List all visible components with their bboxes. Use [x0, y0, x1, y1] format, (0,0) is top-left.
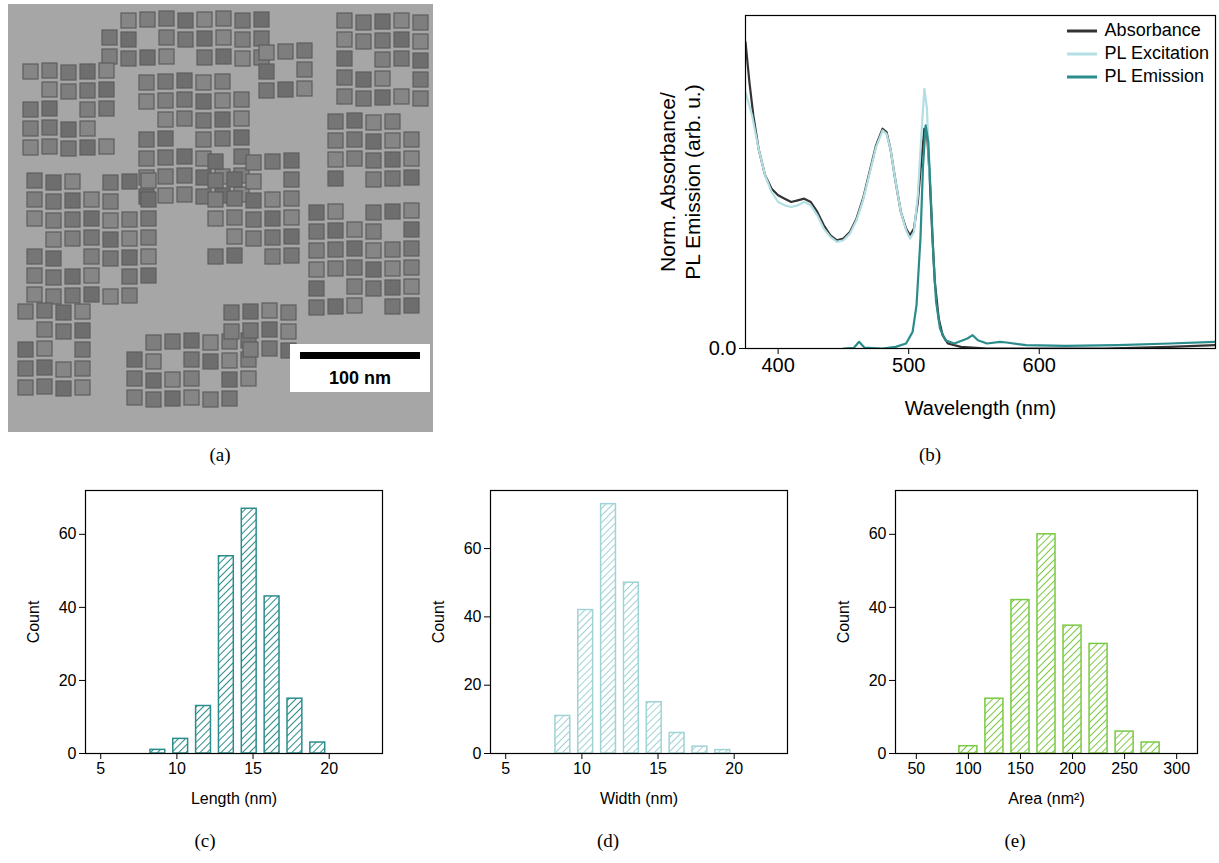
- svg-text:40: 40: [464, 608, 482, 625]
- svg-text:20: 20: [59, 672, 77, 689]
- svg-text:Count: Count: [25, 600, 42, 643]
- svg-text:100 nm: 100 nm: [329, 368, 391, 388]
- svg-text:0: 0: [473, 745, 482, 762]
- html-text:(e): (e): [1004, 830, 1026, 851]
- html-text:PL Excitation: PL Excitation: [1104, 43, 1209, 63]
- svg-text:400: 400: [761, 354, 794, 376]
- svg-text:500: 500: [892, 354, 925, 376]
- html-text:PL Emission (arb. u.): PL Emission (arb. u.): [681, 83, 704, 280]
- svg-text:0: 0: [878, 745, 887, 762]
- svg-text:0.0: 0.0: [709, 337, 737, 359]
- svg-text:Width (nm): Width (nm): [600, 790, 678, 807]
- svg-text:Count: Count: [835, 600, 852, 643]
- svg-text:20: 20: [725, 760, 743, 777]
- svg-text:Length (nm): Length (nm): [191, 790, 277, 807]
- svg-text:20: 20: [320, 760, 338, 777]
- svg-text:15: 15: [649, 760, 667, 777]
- svg-text:20: 20: [464, 676, 482, 693]
- svg-text:200: 200: [1059, 760, 1086, 777]
- html-text:(d): (d): [596, 830, 620, 851]
- svg-text:100: 100: [955, 760, 982, 777]
- svg-text:Count: Count: [430, 600, 447, 643]
- html-text:(b): (b): [918, 444, 942, 465]
- html-text:(a): (a): [209, 444, 231, 465]
- svg-text:60: 60: [59, 525, 77, 542]
- svg-text:600: 600: [1023, 354, 1056, 376]
- svg-text:Wavelength (nm): Wavelength (nm): [905, 397, 1057, 419]
- html-text:Absorbance: Absorbance: [1104, 20, 1201, 40]
- svg-text:15: 15: [244, 760, 262, 777]
- svg-text:5: 5: [501, 760, 510, 777]
- html-text:Norm. Absorbance/: Norm. Absorbance/: [655, 91, 679, 272]
- svg-text:60: 60: [869, 525, 887, 542]
- svg-text:5: 5: [96, 760, 105, 777]
- svg-text:Area (nm²): Area (nm²): [1008, 790, 1084, 807]
- html-text:PL Emission: PL Emission: [1104, 66, 1204, 86]
- svg-text:0: 0: [68, 745, 77, 762]
- svg-text:40: 40: [869, 599, 887, 616]
- svg-text:10: 10: [168, 760, 186, 777]
- svg-text:20: 20: [869, 672, 887, 689]
- svg-text:300: 300: [1163, 760, 1190, 777]
- svg-text:150: 150: [1007, 760, 1034, 777]
- svg-text:50: 50: [907, 760, 925, 777]
- svg-text:10: 10: [573, 760, 591, 777]
- html-text:(c): (c): [194, 830, 216, 851]
- svg-text:250: 250: [1111, 760, 1138, 777]
- svg-text:40: 40: [59, 599, 77, 616]
- svg-text:60: 60: [464, 540, 482, 557]
